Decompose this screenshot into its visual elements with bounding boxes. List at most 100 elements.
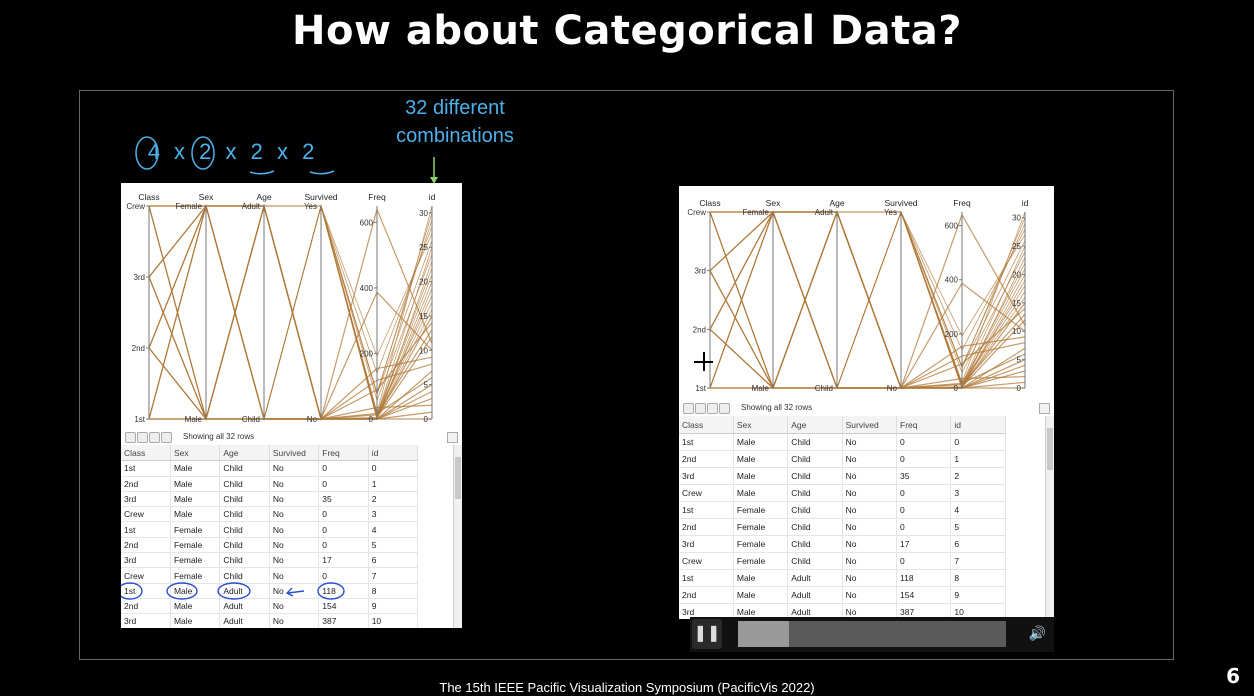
tick-label: Child — [242, 415, 260, 424]
column-header[interactable]: Sex — [733, 416, 789, 434]
table-row[interactable]: Crew Female Child No 0 7 — [679, 552, 1006, 570]
pager-button[interactable] — [149, 432, 160, 443]
table-cell: 1st — [121, 583, 171, 599]
parallel-coordinates-chart[interactable]: Class Sex Age Survived Freq id Crew 3rd 2nd 1st Fe… — [679, 186, 1054, 400]
pager-button[interactable] — [695, 403, 706, 414]
column-header[interactable]: Freq — [318, 445, 369, 462]
table-cell: Child — [219, 567, 270, 584]
combination-line — [148, 276, 433, 420]
pager-button[interactable] — [707, 403, 718, 414]
column-header[interactable]: Age — [787, 416, 843, 434]
table-cell: Child — [787, 450, 843, 468]
table-cell: Adult — [787, 603, 843, 619]
table-row[interactable]: 2nd Male Child No 0 1 — [679, 450, 1006, 468]
column-header[interactable]: id — [950, 416, 1006, 434]
table-cell: 154 — [318, 598, 369, 615]
table-row[interactable]: 3rd Male Child No 35 2 — [679, 467, 1006, 485]
options-icon[interactable] — [447, 432, 458, 443]
table-cell: 387 — [896, 603, 952, 619]
axis-label: Age — [256, 192, 271, 202]
axis-label: id — [429, 192, 436, 202]
table-cell: Male — [733, 484, 789, 502]
tick-label: Adult — [815, 208, 834, 217]
data-grid[interactable]: Class Sex Age Survived Freq id 1st Male Child No 0… — [679, 416, 1006, 619]
grid-scrollbar[interactable] — [1045, 416, 1054, 619]
column-header[interactable]: Survived — [269, 445, 320, 462]
column-header[interactable]: id — [368, 445, 419, 462]
pager-button[interactable] — [719, 403, 730, 414]
table-row[interactable]: 2nd Male Adult No 154 9 — [679, 586, 1006, 604]
column-header[interactable]: Sex — [170, 445, 221, 462]
tick-label: 0 — [954, 384, 959, 393]
data-grid[interactable]: Class Sex Age Survived Freq id 1st Male Child No 0… — [121, 445, 419, 628]
table-cell: 118 — [318, 583, 369, 599]
axis-label: Class — [138, 192, 159, 202]
tick-label: 600 — [360, 218, 374, 227]
grid-pager: Showing all 32 rows — [121, 430, 462, 444]
table-row[interactable]: 1st Male Adult No 118 8 — [121, 583, 419, 599]
table-row[interactable]: 1st Male Child No 0 0 — [121, 460, 419, 477]
table-row[interactable]: 2nd Male Adult No 154 9 — [121, 598, 419, 615]
table-row[interactable]: 2nd Female Child No 0 5 — [121, 537, 419, 554]
column-header[interactable]: Survived — [842, 416, 898, 434]
column-header[interactable]: Class — [121, 445, 171, 462]
table-row[interactable]: Crew Male Child No 0 3 — [121, 506, 419, 523]
table-row[interactable]: Crew Male Child No 0 3 — [679, 484, 1006, 502]
table-cell: No — [269, 552, 320, 569]
table-row[interactable]: 1st Male Adult No 118 8 — [679, 569, 1006, 587]
column-header[interactable]: Age — [219, 445, 270, 462]
table-cell: 2nd — [121, 476, 171, 492]
table-row[interactable]: 1st Female Child No 0 4 — [679, 501, 1006, 519]
table-cell: 3rd — [121, 613, 171, 628]
table-cell: 1 — [950, 450, 1006, 468]
slide-title: How about Categorical Data? — [292, 8, 962, 54]
tick-label: 200 — [360, 349, 374, 358]
grid-pager: Showing all 32 rows — [679, 401, 1054, 415]
table-row[interactable]: 3rd Male Adult No 387 10 — [121, 613, 419, 628]
table-row[interactable]: 1st Male Child No 0 0 — [679, 433, 1006, 451]
volume-icon[interactable]: 🔊 — [1028, 625, 1046, 641]
parallel-coordinates-chart[interactable]: Class Sex Age Survived Freq id Crew 3rd 2nd 1st Fe… — [121, 183, 462, 429]
parcoords-panel-left[interactable]: Class Sex Age Survived Freq id Crew 3rd 2nd 1st Fe… — [121, 183, 462, 628]
table-cell: 0 — [318, 567, 369, 584]
pager-button[interactable] — [161, 432, 172, 443]
grid-scrollbar[interactable] — [453, 445, 462, 628]
table-cell: 3rd — [121, 491, 171, 508]
axis-label: Freq — [953, 198, 971, 208]
table-row[interactable]: 2nd Male Child No 0 1 — [121, 476, 419, 492]
tick-label: Child — [815, 384, 833, 393]
seek-bar[interactable] — [738, 621, 1006, 647]
table-row[interactable]: 3rd Male Child No 35 2 — [121, 491, 419, 508]
table-row[interactable]: 3rd Female Child No 17 6 — [121, 552, 419, 569]
table-row[interactable]: 3rd Female Child No 17 6 — [679, 535, 1006, 553]
table-row[interactable]: 1st Female Child No 0 4 — [121, 521, 419, 538]
tick-label: 15 — [1012, 299, 1021, 308]
column-header[interactable]: Freq — [896, 416, 952, 434]
options-icon[interactable] — [1039, 403, 1050, 414]
pager-button[interactable] — [137, 432, 148, 443]
footer: The 15th IEEE Pacific Visualization Symp… — [439, 680, 815, 695]
tick-label: 600 — [945, 222, 959, 231]
table-row[interactable]: 2nd Female Child No 0 5 — [679, 518, 1006, 536]
table-cell: 3rd — [679, 603, 734, 619]
table-cell: Female — [733, 501, 789, 519]
combination-line — [709, 210, 1026, 389]
column-header[interactable]: Class — [679, 416, 734, 434]
table-row[interactable]: 3rd Male Adult No 387 10 — [679, 603, 1006, 619]
pause-icon[interactable]: ❚❚ — [692, 619, 722, 649]
table-cell: Male — [733, 433, 789, 451]
combination-line — [148, 204, 433, 421]
table-cell: 9 — [950, 586, 1006, 604]
pager-button[interactable] — [125, 432, 136, 443]
grid-header-row: Class Sex Age Survived Freq id — [121, 445, 419, 462]
parcoords-panel-right[interactable]: Class Sex Age Survived Freq id Crew 3rd 2nd 1st Fe… — [679, 186, 1054, 619]
pager-button[interactable] — [683, 403, 694, 414]
tick-label: 1st — [134, 415, 145, 424]
table-cell: Crew — [679, 552, 734, 570]
table-cell: 10 — [368, 613, 419, 628]
crosshair-cursor — [694, 352, 713, 371]
table-row[interactable]: Crew Female Child No 0 7 — [121, 567, 419, 584]
table-cell: Child — [219, 552, 270, 569]
tick-label: 15 — [419, 312, 428, 321]
tick-label: Male — [185, 415, 203, 424]
